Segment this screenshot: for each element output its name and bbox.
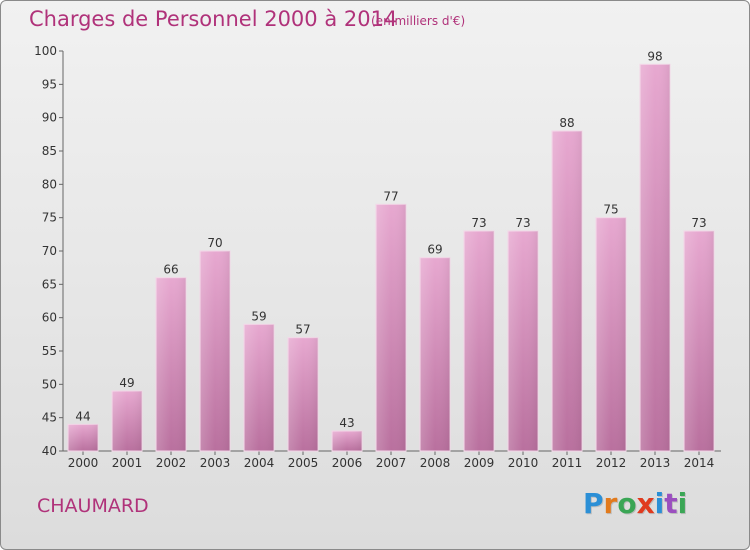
x-tick-label: 2001 — [112, 456, 143, 470]
y-tick-label: 40 — [42, 444, 57, 458]
y-tick-label: 70 — [42, 244, 57, 258]
bar-shade — [244, 324, 274, 451]
logo-letter: o — [617, 487, 637, 520]
x-tick-label: 2004 — [244, 456, 275, 470]
bar-value-label: 88 — [559, 116, 574, 130]
logo-letter: t — [664, 487, 678, 520]
bar-shade — [156, 277, 186, 451]
bar-value-label: 69 — [427, 243, 442, 257]
logo-letter: i — [677, 487, 688, 520]
chart-bars — [67, 63, 715, 452]
logo-letter: P — [583, 487, 604, 520]
commune-name: CHAUMARD — [37, 495, 149, 517]
x-tick-label: 2005 — [288, 456, 319, 470]
bar-value-label: 49 — [119, 376, 134, 390]
bar-shade — [68, 424, 98, 451]
logo-letter: x — [636, 487, 655, 520]
y-tick-label: 85 — [42, 144, 57, 158]
bar-value-label: 43 — [339, 416, 354, 430]
x-tick-label: 2012 — [596, 456, 627, 470]
x-tick-label: 2011 — [552, 456, 583, 470]
y-tick-label: 55 — [42, 344, 57, 358]
bar-value-label: 77 — [383, 189, 398, 203]
bar-value-label: 98 — [647, 49, 662, 63]
x-tick-label: 2010 — [508, 456, 539, 470]
bar-shade — [200, 251, 230, 451]
proxiti-logo: Proxiti — [583, 487, 687, 520]
chart-labels: 2000 44 2001 49 2002 66 2003 70 2004 59 2005 57 2006… — [68, 49, 715, 470]
x-tick-label: 2007 — [376, 456, 407, 470]
y-tick-label: 90 — [42, 111, 57, 125]
chart-axes: 40 45 50 55 60 65 70 75 80 85 90 95 100 — [34, 44, 721, 458]
bar-shade — [376, 204, 406, 451]
bar-shade — [640, 64, 670, 452]
bar-shade — [332, 431, 362, 451]
bar-shade — [420, 257, 450, 451]
bar-shade — [552, 131, 582, 451]
y-tick-label: 80 — [42, 177, 57, 191]
x-tick-label: 2003 — [200, 456, 231, 470]
bar-shade — [464, 231, 494, 451]
bar-shade — [508, 231, 538, 451]
chart-subtitle: (en milliers d'€) — [371, 14, 466, 28]
bar-value-label: 59 — [251, 309, 266, 323]
bar-value-label: 57 — [295, 323, 310, 337]
y-tick-label: 100 — [34, 44, 57, 58]
x-tick-label: 2014 — [684, 456, 715, 470]
bar-value-label: 73 — [471, 216, 486, 230]
logo-letter: r — [603, 487, 618, 520]
x-tick-label: 2006 — [332, 456, 363, 470]
y-tick-label: 45 — [42, 411, 57, 425]
bar-shade — [112, 391, 142, 451]
x-tick-label: 2002 — [156, 456, 187, 470]
x-tick-label: 2008 — [420, 456, 451, 470]
x-tick-label: 2000 — [68, 456, 99, 470]
chart-title: Charges de Personnel 2000 à 2014 — [29, 7, 398, 31]
bar-value-label: 73 — [515, 216, 530, 230]
y-tick-label: 75 — [42, 211, 57, 225]
bar-shade — [596, 217, 626, 451]
bar-value-label: 66 — [163, 263, 178, 277]
bar-value-label: 44 — [75, 409, 90, 423]
bar-shade — [684, 231, 714, 451]
y-tick-label: 95 — [42, 77, 57, 91]
y-tick-label: 60 — [42, 311, 57, 325]
y-tick-label: 50 — [42, 377, 57, 391]
bar-value-label: 70 — [207, 236, 222, 250]
bar-value-label: 75 — [603, 203, 618, 217]
x-tick-label: 2013 — [640, 456, 671, 470]
y-tick-label: 65 — [42, 277, 57, 291]
logo-letter: i — [654, 487, 665, 520]
bar-shade — [288, 337, 318, 451]
bar-value-label: 73 — [691, 216, 706, 230]
x-tick-label: 2009 — [464, 456, 495, 470]
